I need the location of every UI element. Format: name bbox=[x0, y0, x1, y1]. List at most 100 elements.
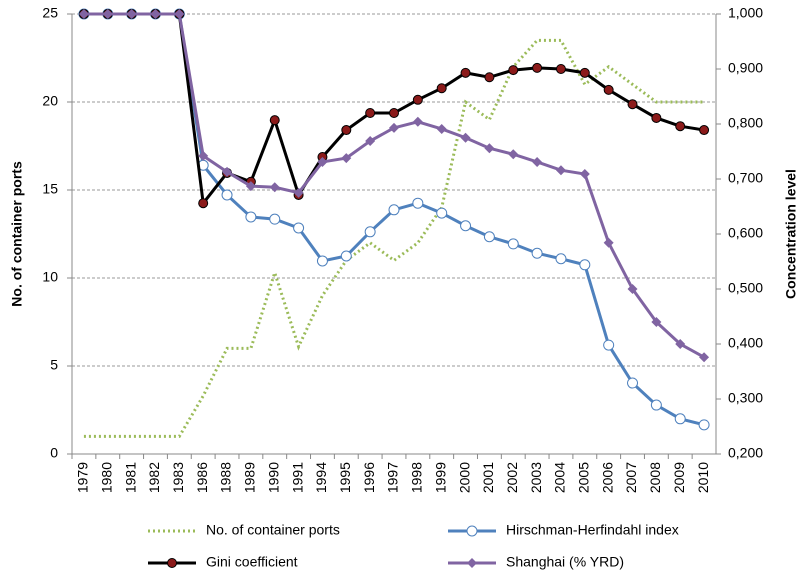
marker bbox=[388, 204, 400, 216]
marker bbox=[460, 220, 472, 232]
marker bbox=[675, 339, 686, 349]
marker bbox=[198, 150, 209, 161]
marker bbox=[245, 181, 256, 192]
y2-axis-title: Concentration level bbox=[783, 169, 799, 299]
marker bbox=[651, 112, 662, 123]
x-tick-label: 1995 bbox=[337, 462, 353, 493]
marker bbox=[365, 136, 376, 147]
marker bbox=[627, 284, 638, 294]
marker bbox=[341, 125, 352, 136]
marker bbox=[507, 238, 519, 250]
x-tick-label: 2008 bbox=[647, 462, 663, 493]
x-tick-label: 1998 bbox=[409, 462, 425, 493]
x-tick-label: 1979 bbox=[75, 462, 91, 493]
x-tick-label: 1999 bbox=[432, 462, 448, 493]
marker bbox=[412, 197, 424, 209]
marker bbox=[436, 123, 447, 134]
x-tick-label: 2003 bbox=[528, 462, 544, 493]
legend-marker bbox=[466, 525, 478, 537]
x-tick-label: 2010 bbox=[695, 462, 711, 493]
marker bbox=[269, 115, 280, 126]
marker bbox=[650, 399, 662, 411]
marker bbox=[603, 339, 615, 351]
x-tick-label: 1982 bbox=[146, 462, 162, 493]
marker bbox=[532, 156, 543, 167]
x-tick-label: 1988 bbox=[218, 462, 234, 493]
marker bbox=[483, 231, 495, 243]
y-axis-title: No. of container ports bbox=[9, 161, 25, 307]
marker bbox=[532, 62, 543, 73]
marker bbox=[603, 237, 614, 248]
marker bbox=[460, 67, 471, 78]
x-tick-label: 1991 bbox=[289, 462, 305, 493]
marker bbox=[555, 64, 566, 74]
marker bbox=[365, 108, 376, 118]
marker bbox=[555, 253, 567, 265]
marker bbox=[126, 9, 137, 19]
y-tick-label: 20 bbox=[42, 93, 58, 109]
marker bbox=[222, 166, 233, 177]
x-tick-label: 1986 bbox=[194, 462, 210, 493]
marker bbox=[508, 149, 519, 160]
y2-tick-label: 0,300 bbox=[728, 390, 763, 406]
y2-tick-label: 0,900 bbox=[728, 60, 763, 76]
x-tick-label: 1996 bbox=[361, 462, 377, 493]
x-tick-label: 1983 bbox=[170, 462, 186, 493]
y2-tick-label: 0,500 bbox=[728, 280, 763, 296]
legend-label: Gini coefficient bbox=[206, 554, 298, 570]
y2-tick-label: 0,800 bbox=[728, 115, 763, 131]
marker bbox=[674, 413, 686, 425]
x-tick-label: 1981 bbox=[122, 462, 138, 493]
y-tick-label: 5 bbox=[50, 357, 58, 373]
legend-label: Hirschman-Herfindahl index bbox=[506, 522, 679, 538]
marker bbox=[579, 169, 590, 180]
legend-marker bbox=[467, 558, 477, 568]
marker bbox=[579, 67, 590, 78]
marker bbox=[436, 83, 447, 94]
legend-label: No. of container ports bbox=[206, 522, 340, 538]
y2-tick-label: 0,600 bbox=[728, 225, 763, 241]
y2-tick-label: 0,700 bbox=[728, 170, 763, 186]
marker bbox=[293, 222, 305, 234]
marker bbox=[675, 121, 686, 132]
marker bbox=[460, 132, 471, 143]
legend-label: Shanghai (% YRD) bbox=[506, 554, 624, 570]
y-tick-label: 15 bbox=[42, 181, 58, 197]
marker bbox=[627, 377, 639, 389]
marker bbox=[627, 99, 638, 110]
marker bbox=[293, 187, 304, 198]
y2-tick-label: 1,000 bbox=[728, 5, 763, 21]
marker bbox=[699, 352, 710, 363]
marker bbox=[245, 211, 257, 223]
marker bbox=[555, 165, 566, 176]
x-tick-label: 2002 bbox=[504, 462, 520, 493]
marker bbox=[269, 213, 281, 225]
marker bbox=[269, 182, 280, 193]
x-tick-label: 2000 bbox=[456, 462, 472, 493]
y-tick-label: 25 bbox=[42, 5, 58, 21]
marker bbox=[341, 153, 352, 164]
marker bbox=[603, 84, 614, 95]
marker bbox=[340, 250, 352, 262]
series-line bbox=[83, 12, 705, 427]
marker bbox=[78, 9, 89, 19]
marker bbox=[221, 189, 233, 201]
marker bbox=[389, 122, 399, 133]
x-tick-label: 2006 bbox=[599, 462, 615, 493]
marker bbox=[412, 94, 423, 105]
marker bbox=[484, 143, 495, 154]
marker bbox=[198, 198, 209, 209]
marker bbox=[364, 226, 376, 238]
marker bbox=[316, 255, 328, 267]
marker bbox=[174, 9, 185, 19]
x-tick-label: 2009 bbox=[671, 462, 687, 493]
x-tick-label: 2001 bbox=[480, 462, 496, 493]
y2-tick-label: 0,400 bbox=[728, 335, 763, 351]
marker bbox=[579, 259, 591, 271]
marker bbox=[436, 207, 448, 219]
marker bbox=[699, 125, 710, 136]
x-tick-label: 1997 bbox=[385, 462, 401, 493]
legend-marker bbox=[167, 558, 177, 568]
marker bbox=[102, 9, 113, 19]
